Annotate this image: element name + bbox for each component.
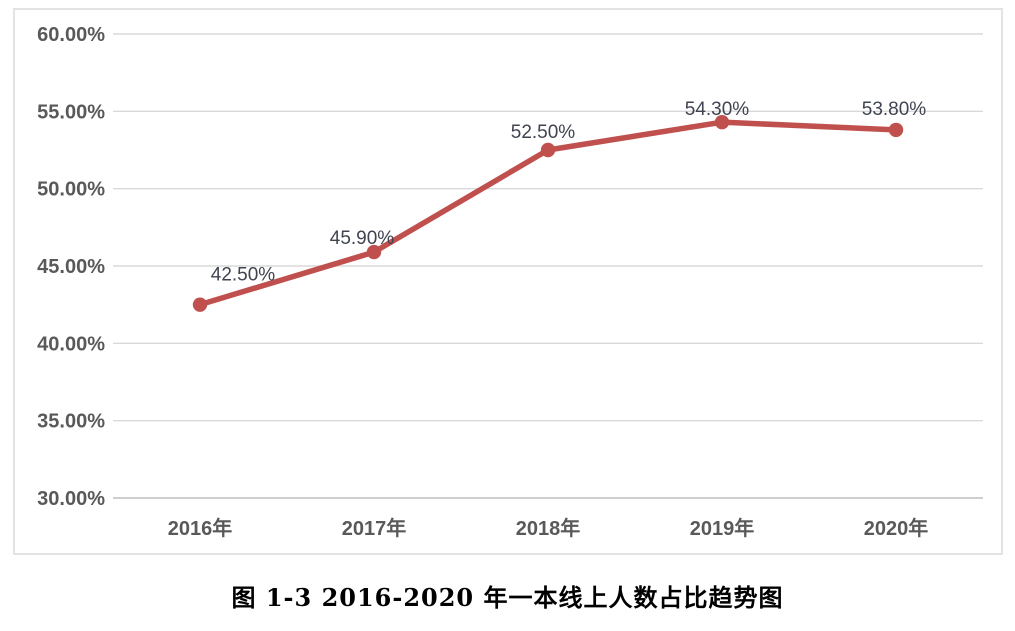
- y-axis-tick-label: 60.00%: [37, 24, 105, 46]
- x-axis-tick-label: 2017年: [342, 516, 407, 540]
- y-axis-tick-label: 50.00%: [37, 179, 105, 201]
- chart-plot-area: 60.00% 55.00% 50.00% 45.00% 40.00% 35.00% 30.0…: [37, 24, 983, 540]
- x-axis-tick-label: 2020年: [864, 516, 929, 540]
- x-axis-tick-label: 2018年: [516, 516, 581, 540]
- data-point-marker: [366, 244, 382, 260]
- y-axis-tick-label: 45.00%: [37, 256, 105, 278]
- data-point-marker: [540, 142, 556, 158]
- y-axis-tick-label: 40.00%: [37, 333, 105, 355]
- y-axis-tick-label: 55.00%: [37, 101, 105, 123]
- data-point-label: 54.30%: [685, 99, 750, 120]
- data-point-marker: [192, 297, 208, 312]
- data-point-marker: [714, 114, 730, 130]
- data-point-label: 45.90%: [330, 228, 395, 249]
- data-point-label: 42.50%: [211, 265, 276, 286]
- y-axis-tick-label: 30.00%: [37, 488, 105, 510]
- x-axis-tick-label: 2016年: [168, 516, 233, 540]
- figure-caption: 图 1-3 2016-2020 年一本线上人数占比趋势图: [231, 583, 784, 612]
- data-point-label: 53.80%: [862, 99, 927, 120]
- data-point-label: 52.50%: [511, 122, 576, 143]
- y-axis-tick-label: 35.00%: [37, 411, 105, 433]
- line-chart-frame: 60.00% 55.00% 50.00% 45.00% 40.00% 35.00% 30.0…: [13, 8, 1003, 555]
- data-point-marker: [888, 122, 904, 138]
- x-axis-tick-label: 2019年: [690, 516, 755, 540]
